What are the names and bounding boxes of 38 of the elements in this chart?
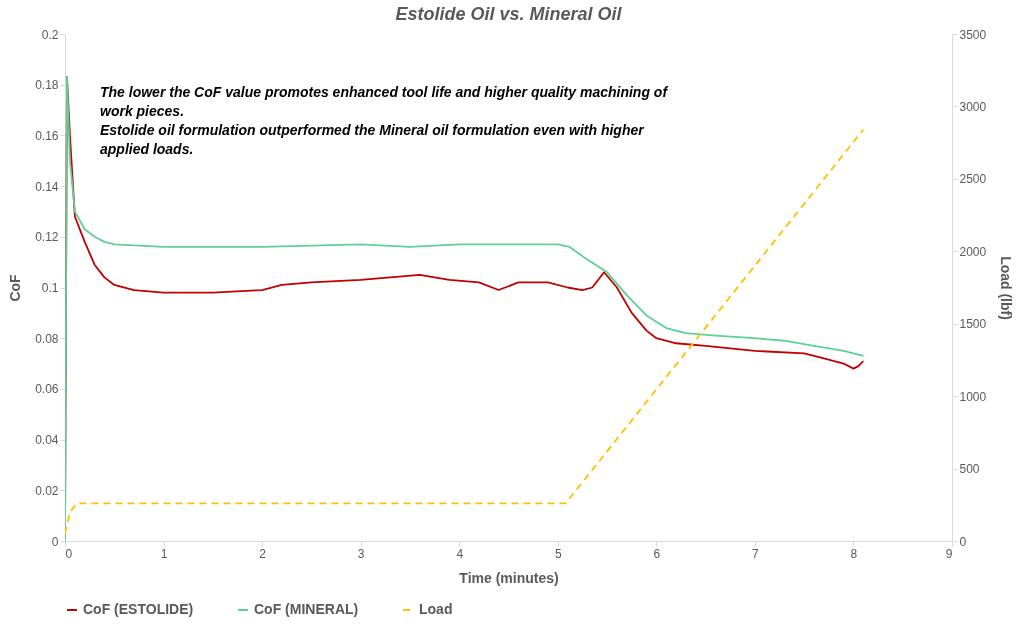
legend-label: CoF (MINERAL) bbox=[254, 601, 359, 617]
y2-tick-label: 2000 bbox=[959, 244, 987, 259]
legend-label: CoF (ESTOLIDE) bbox=[83, 601, 194, 617]
annotation: Estolide oil formulation outperformed the Mineral oil formulation even with higher applied loads. bbox=[100, 122, 646, 157]
x-tick-label: 7 bbox=[752, 546, 760, 561]
y2-tick-label: 1000 bbox=[959, 389, 987, 404]
x-tick-label: 6 bbox=[653, 546, 661, 561]
x-tick-label: 5 bbox=[554, 546, 562, 561]
x-tick-label: 0 bbox=[65, 546, 73, 561]
y2-axis-title: Load (lbf) bbox=[998, 256, 1015, 320]
annotation: The lower the CoF value promotes enhanced tool life and higher quality machining of work pieces. bbox=[100, 84, 669, 119]
y-tick-label: 0.14 bbox=[35, 179, 59, 194]
y2-tick-label: 1500 bbox=[959, 317, 987, 332]
y-tick-label: 0.1 bbox=[41, 281, 59, 295]
x-tick-label: 9 bbox=[945, 546, 953, 561]
y2-tick-label: 3500 bbox=[959, 27, 987, 42]
x-tick-label: 4 bbox=[456, 546, 464, 561]
y2-tick-label: 500 bbox=[959, 462, 980, 477]
y-tick-label: 0.02 bbox=[35, 483, 59, 498]
y2-tick-label: 2500 bbox=[959, 172, 987, 187]
x-tick-label: 1 bbox=[160, 546, 168, 561]
y2-tick-label: 3000 bbox=[959, 99, 987, 114]
y-axis-title: CoF bbox=[7, 273, 24, 302]
y-tick-label: 0.06 bbox=[35, 382, 59, 397]
y-tick-label: 0.2 bbox=[41, 27, 59, 42]
x-axis-title: Time (minutes) bbox=[459, 569, 559, 586]
y-tick-label: 0.08 bbox=[35, 331, 59, 346]
y-tick-label: 0.04 bbox=[35, 433, 59, 448]
legend-label: Load bbox=[419, 601, 453, 617]
x-tick-label: 2 bbox=[259, 546, 267, 561]
y-tick-label: 0 bbox=[51, 534, 59, 549]
x-tick-label: 3 bbox=[357, 546, 365, 561]
y-tick-label: 0.16 bbox=[35, 128, 59, 143]
y-tick-label: 0.12 bbox=[35, 230, 59, 245]
chart-title: Estolide Oil vs. Mineral Oil bbox=[395, 4, 623, 24]
y-tick-label: 0.18 bbox=[35, 78, 59, 93]
y2-tick-label: 0 bbox=[959, 534, 967, 549]
x-tick-label: 8 bbox=[850, 546, 858, 561]
